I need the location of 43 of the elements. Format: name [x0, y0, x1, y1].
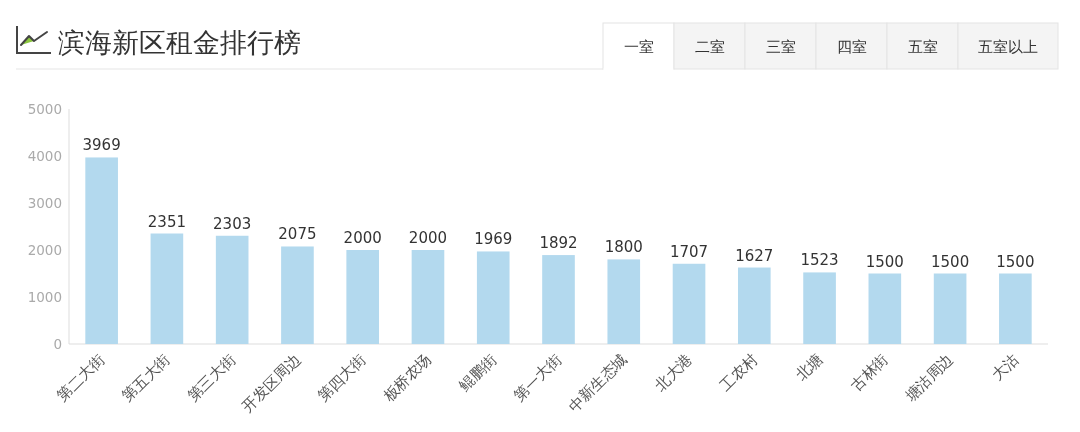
data-label: 1500	[996, 252, 1035, 271]
tab-label: 一室	[623, 38, 654, 56]
y-tick-label: 3000	[27, 195, 62, 211]
data-label: 2303	[213, 214, 252, 233]
y-tick-label: 1000	[27, 289, 62, 305]
x-tick-label: 北大港	[651, 350, 696, 395]
x-tick-label: 工农村	[716, 350, 762, 395]
y-tick-label: 4000	[27, 148, 62, 164]
tab-label: 五室	[907, 38, 938, 56]
data-label: 2000	[408, 229, 448, 247]
x-tick-label: 中新生态城	[564, 350, 631, 416]
y-tick-label: 2000	[27, 242, 62, 258]
data-label: 1969	[474, 230, 513, 249]
tab-label: 二室	[694, 38, 725, 56]
x-tick-label: 第四大街	[314, 350, 370, 406]
x-tick-label: 北塘	[792, 350, 827, 385]
x-tick-label: 第三大街	[183, 350, 239, 406]
y-tick-label: 0	[53, 336, 62, 352]
data-label: 1500	[931, 252, 970, 271]
data-label: 1800	[604, 238, 643, 257]
x-tick-label: 古林街	[847, 350, 892, 395]
data-label: 3969	[82, 136, 121, 155]
title: 滨海新区租金排行榜	[58, 27, 301, 58]
x-tick-label: 鲲鹏街	[455, 350, 501, 395]
data-label: 1523	[800, 251, 839, 270]
y-tick-label: 5000	[27, 101, 62, 117]
x-tick-label: 第一大街	[510, 350, 566, 406]
data-label: 1627	[735, 246, 774, 265]
data-label: 2000	[343, 229, 382, 247]
x-tick-label: 塘沽周边	[901, 350, 957, 406]
data-label: 1500	[865, 252, 904, 271]
x-tick-label: 开发区周边	[238, 350, 305, 416]
data-label: 1707	[669, 242, 709, 261]
x-tick-label: 板桥农场	[378, 350, 435, 406]
data-label: 2075	[278, 225, 317, 244]
data-label: 2351	[147, 212, 186, 231]
tab-label: 三室	[765, 38, 796, 56]
x-tick-label: 第五大街	[118, 350, 174, 406]
data-label: 1892	[539, 234, 578, 253]
tab-label: 四室	[836, 38, 867, 56]
tab-label: 五室以上	[978, 38, 1038, 56]
x-tick-label: 第二大街	[53, 350, 109, 406]
x-tick-label: 大沽	[988, 350, 1023, 385]
